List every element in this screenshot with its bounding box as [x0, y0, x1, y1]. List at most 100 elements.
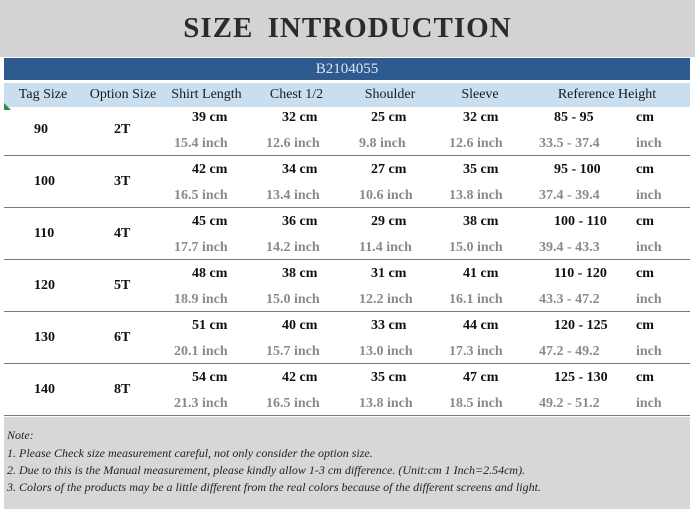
- cell-tag: 100: [34, 174, 55, 189]
- cell-shoulder-in: 9.8 inch: [359, 136, 406, 151]
- cell-chest-in: 15.0 inch: [266, 292, 320, 307]
- cell-sleeve-cm: 47 cm: [463, 370, 499, 385]
- row-divider: [4, 415, 690, 416]
- table-row: 120 5T 48 cm 38 cm 31 cm 41 cm 110 - 120 cm 18.9…: [4, 263, 690, 313]
- cell-tag: 140: [34, 382, 55, 397]
- cell-height-in: 39.4 - 43.3: [539, 240, 600, 255]
- header-shirt-length: Shirt Length: [164, 83, 249, 107]
- cell-chest-cm: 36 cm: [282, 214, 318, 229]
- cell-height-cm: 95 - 100: [554, 162, 601, 177]
- corner-marker: [4, 103, 11, 110]
- cell-length-in: 21.3 inch: [174, 396, 228, 411]
- cell-chest-in: 14.2 inch: [266, 240, 320, 255]
- cell-chest-cm: 32 cm: [282, 110, 318, 125]
- cell-tag: 110: [34, 226, 55, 241]
- cell-sleeve-in: 17.3 inch: [449, 344, 503, 359]
- note-item-3: 3. Colors of the products may be a littl…: [7, 480, 541, 494]
- cell-option: 2T: [114, 122, 131, 137]
- product-code-bar: B2104055: [4, 58, 690, 80]
- cell-length-in: 20.1 inch: [174, 344, 228, 359]
- cell-length-cm: 39 cm: [192, 110, 228, 125]
- cell-shoulder-cm: 29 cm: [371, 214, 407, 229]
- cell-option: 4T: [114, 226, 131, 241]
- cell-sleeve-cm: 41 cm: [463, 266, 499, 281]
- product-code: B2104055: [315, 60, 379, 77]
- cell-chest-in: 12.6 inch: [266, 136, 320, 151]
- cell-height-in-unit: inch: [636, 396, 662, 411]
- cell-tag: 130: [34, 330, 55, 345]
- cell-shoulder-in: 13.0 inch: [359, 344, 413, 359]
- row-divider: [4, 311, 690, 312]
- header-sleeve: Sleeve: [436, 83, 524, 107]
- cell-height-unit: cm: [636, 318, 654, 333]
- cell-sleeve-in: 16.1 inch: [449, 292, 503, 307]
- header-reference-height: Reference Height: [524, 83, 690, 107]
- cell-length-cm: 42 cm: [192, 162, 228, 177]
- cell-length-in: 15.4 inch: [174, 136, 228, 151]
- cell-sleeve-in: 12.6 inch: [449, 136, 503, 151]
- table-row: 140 8T 54 cm 42 cm 35 cm 47 cm 125 - 130 cm 21.3…: [4, 367, 690, 417]
- cell-height-in: 37.4 - 39.4: [539, 188, 600, 203]
- notes-box: Note: 1. Please Check size measurement c…: [4, 417, 690, 509]
- header-tag-size: Tag Size: [4, 83, 82, 107]
- cell-option: 8T: [114, 382, 131, 397]
- cell-sleeve-cm: 44 cm: [463, 318, 499, 333]
- cell-height-cm: 110 - 120: [554, 266, 607, 281]
- table-row: 90 2T 39 cm 32 cm 25 cm 32 cm 85 - 95 cm 15.4 in…: [4, 107, 690, 157]
- cell-shoulder-cm: 35 cm: [371, 370, 407, 385]
- cell-height-unit: cm: [636, 214, 654, 229]
- cell-height-in-unit: inch: [636, 240, 662, 255]
- cell-sleeve-cm: 35 cm: [463, 162, 499, 177]
- cell-shoulder-cm: 33 cm: [371, 318, 407, 333]
- cell-option: 6T: [114, 330, 131, 345]
- table-row: 110 4T 45 cm 36 cm 29 cm 38 cm 100 - 110 cm 17.7…: [4, 211, 690, 261]
- cell-sleeve-cm: 38 cm: [463, 214, 499, 229]
- cell-chest-cm: 38 cm: [282, 266, 318, 281]
- row-divider: [4, 155, 690, 156]
- cell-shoulder-cm: 31 cm: [371, 266, 407, 281]
- cell-tag: 120: [34, 278, 55, 293]
- cell-height-cm: 85 - 95: [554, 110, 594, 125]
- cell-height-in: 49.2 - 51.2: [539, 396, 600, 411]
- cell-length-cm: 45 cm: [192, 214, 228, 229]
- cell-height-in: 47.2 - 49.2: [539, 344, 600, 359]
- notes-heading: Note:: [7, 428, 34, 442]
- cell-height-cm: 125 - 130: [554, 370, 608, 385]
- cell-shoulder-cm: 27 cm: [371, 162, 407, 177]
- cell-option: 5T: [114, 278, 131, 293]
- page-title: SIZE INTRODUCTION: [183, 12, 512, 44]
- cell-height-unit: cm: [636, 266, 654, 281]
- cell-height-unit: cm: [636, 110, 654, 125]
- cell-height-in-unit: inch: [636, 344, 662, 359]
- cell-height-in: 33.5 - 37.4: [539, 136, 600, 151]
- cell-height-in-unit: inch: [636, 292, 662, 307]
- cell-option: 3T: [114, 174, 131, 189]
- cell-sleeve-in: 18.5 inch: [449, 396, 503, 411]
- row-divider: [4, 259, 690, 260]
- cell-shoulder-in: 13.8 inch: [359, 396, 413, 411]
- header-chest: Chest 1/2: [249, 83, 344, 107]
- cell-length-cm: 48 cm: [192, 266, 228, 281]
- cell-chest-cm: 34 cm: [282, 162, 318, 177]
- cell-sleeve-cm: 32 cm: [463, 110, 499, 125]
- cell-height-cm: 100 - 110: [554, 214, 607, 229]
- cell-height-in: 43.3 - 47.2: [539, 292, 600, 307]
- cell-chest-cm: 42 cm: [282, 370, 318, 385]
- table-row: 100 3T 42 cm 34 cm 27 cm 35 cm 95 - 100 cm 16.5 …: [4, 159, 690, 209]
- cell-shoulder-in: 11.4 inch: [359, 240, 412, 255]
- cell-sleeve-in: 13.8 inch: [449, 188, 503, 203]
- cell-chest-cm: 40 cm: [282, 318, 318, 333]
- cell-sleeve-in: 15.0 inch: [449, 240, 503, 255]
- row-divider: [4, 363, 690, 364]
- row-divider: [4, 207, 690, 208]
- header-option-size: Option Size: [82, 83, 164, 107]
- title-bar: SIZE INTRODUCTION: [0, 0, 695, 57]
- cell-shoulder-cm: 25 cm: [371, 110, 407, 125]
- cell-chest-in: 13.4 inch: [266, 188, 320, 203]
- cell-length-in: 18.9 inch: [174, 292, 228, 307]
- note-item-2: 2. Due to this is the Manual measurement…: [7, 463, 526, 477]
- cell-length-in: 16.5 inch: [174, 188, 228, 203]
- cell-tag: 90: [34, 122, 48, 137]
- header-shoulder: Shoulder: [344, 83, 436, 107]
- cell-height-unit: cm: [636, 162, 654, 177]
